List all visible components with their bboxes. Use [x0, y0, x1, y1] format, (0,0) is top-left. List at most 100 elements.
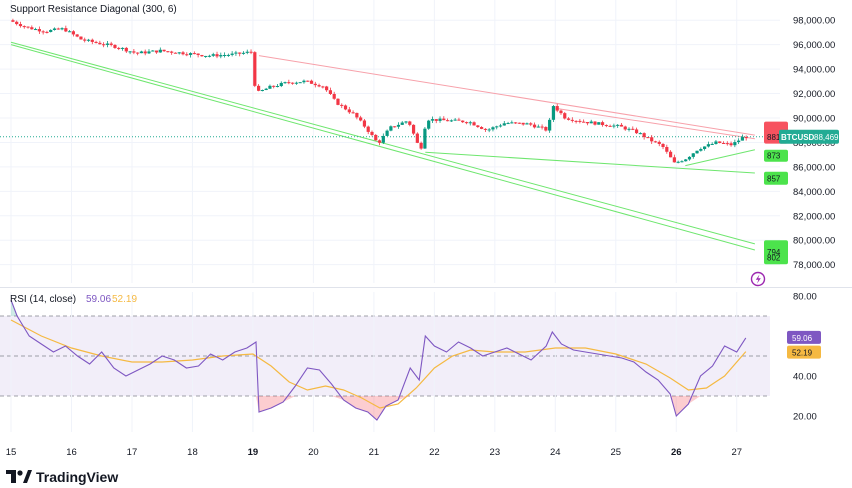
candle-body — [177, 52, 181, 54]
candle-body — [139, 51, 144, 54]
candle-body — [306, 80, 310, 82]
candle-body — [215, 54, 219, 57]
candle-body — [22, 26, 26, 28]
time-tick-label: 22 — [429, 447, 440, 458]
candle-body — [714, 141, 718, 144]
candle-body — [570, 119, 574, 121]
candle-body — [593, 121, 597, 125]
candle-body — [548, 119, 552, 131]
time-axis[interactable]: 15 16 17 18 19 20 21 22 23 24 25 26 27 — [6, 447, 742, 458]
price-tick-label: 82,000.00 — [793, 211, 835, 222]
chart-svg: 98,000.00 96,000.00 94,000.00 92,000.00 90,0… — [0, 0, 852, 458]
candle-body — [86, 39, 91, 41]
candle-body — [725, 143, 729, 145]
indicator-title: Support Resistance Diagonal (300, 6) — [10, 4, 177, 15]
candle-body — [317, 85, 321, 87]
candle-body — [483, 128, 487, 130]
candle-body — [98, 42, 102, 45]
support-tag — [764, 240, 788, 265]
candle-body — [487, 129, 491, 131]
candle-body — [438, 118, 442, 121]
candle-body — [18, 24, 23, 27]
candle-body — [173, 52, 178, 54]
candle-body — [313, 83, 317, 86]
candle-body — [294, 82, 298, 84]
candle-body — [650, 137, 654, 142]
candle-body — [408, 121, 412, 125]
candle-body — [260, 90, 264, 92]
candle-body — [480, 127, 484, 129]
time-tick-label: 26 — [671, 447, 682, 458]
candle-body — [298, 82, 302, 84]
candle-body — [502, 123, 506, 126]
price-tick-label: 86,000.00 — [793, 162, 835, 173]
candle-body — [476, 125, 480, 128]
rsi-oversold-fill — [331, 396, 344, 400]
candle-body — [517, 122, 522, 124]
candle-body — [60, 28, 64, 30]
candle-body — [434, 119, 438, 121]
candle-body — [703, 146, 707, 150]
support-tag — [764, 171, 788, 185]
candle-body — [71, 31, 75, 35]
candle-body — [589, 121, 593, 124]
candle-body — [729, 143, 733, 146]
candle-body — [521, 122, 525, 125]
candle-body — [540, 126, 544, 128]
price-tick-label: 78,000.00 — [793, 260, 835, 271]
candle-body — [117, 47, 121, 49]
candle-body — [75, 34, 79, 37]
candle-body — [449, 120, 453, 122]
candle-body — [396, 124, 401, 127]
time-tick-label: 20 — [308, 447, 319, 458]
candle-body — [582, 121, 586, 123]
tradingview-logo[interactable]: TradingView — [6, 468, 118, 485]
candle-body — [245, 51, 249, 53]
price-tick-label: 94,000.00 — [793, 65, 835, 76]
time-tick-label: 19 — [248, 447, 259, 458]
price-tick-label: 96,000.00 — [793, 40, 835, 51]
candle-body — [737, 140, 741, 143]
candle-body — [721, 142, 726, 144]
candle-body — [525, 123, 529, 125]
candle-body — [264, 88, 268, 91]
candle-body — [124, 47, 128, 52]
rsi-oversold-fill — [676, 396, 689, 416]
candle-body — [604, 125, 608, 127]
candle-body — [83, 39, 87, 41]
rsi-grid — [0, 292, 770, 432]
candle-body — [665, 146, 669, 152]
candle-body — [37, 29, 41, 32]
candle-body — [162, 49, 166, 52]
rsi-ma-value-tag-text: 52.19 — [792, 349, 813, 358]
time-tick-label: 17 — [127, 447, 138, 458]
candle-body — [234, 52, 238, 54]
candle-body — [529, 123, 533, 125]
candle-body — [661, 143, 665, 147]
candle-body — [102, 44, 106, 46]
candle-body — [253, 52, 257, 86]
candle-body — [710, 143, 714, 145]
lightning-icon[interactable] — [750, 271, 766, 287]
candle-body — [740, 137, 745, 141]
candle-body — [105, 43, 110, 45]
time-tick-label: 21 — [369, 447, 380, 458]
candle-body — [132, 51, 136, 53]
candle-body — [11, 20, 15, 22]
candle-body — [680, 161, 684, 163]
candle-body — [574, 120, 578, 122]
time-tick-label: 18 — [187, 447, 198, 458]
rsi-value-label: 59.06 — [86, 294, 111, 305]
candle-body — [268, 85, 272, 89]
candle-body — [154, 50, 159, 53]
candle-body — [619, 124, 624, 127]
support-line — [425, 151, 755, 174]
candle-body — [204, 55, 208, 57]
candle-body — [461, 120, 465, 123]
rsi-oversold-fill — [385, 396, 399, 406]
candle-body — [241, 52, 246, 54]
candle-body — [627, 128, 631, 130]
candle-body — [616, 124, 620, 126]
price-tick-label: 80,000.00 — [793, 236, 835, 247]
